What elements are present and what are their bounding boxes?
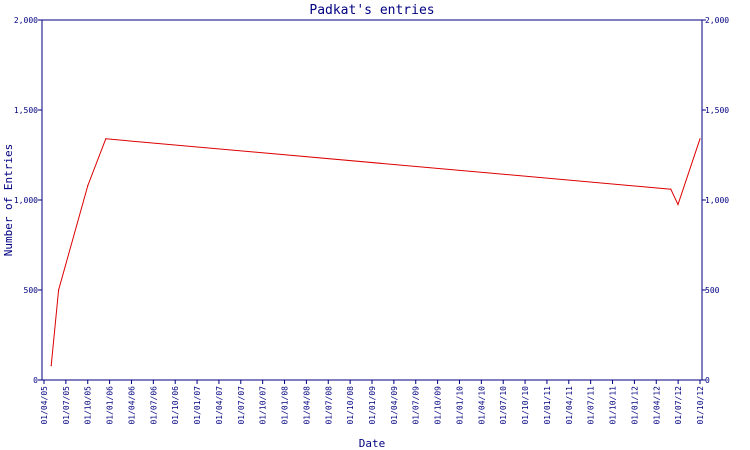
y-tick-label-right: 500: [705, 286, 720, 295]
y-tick-label-right: 1,500: [705, 106, 729, 115]
y-tick-label-right: 2,000: [705, 16, 729, 25]
chart-title: Padkat's entries: [309, 3, 434, 18]
y-tick-label-left: 1,500: [14, 106, 38, 115]
x-tick-label: 01/10/05: [84, 386, 93, 425]
x-tick-label: 01/04/07: [215, 386, 224, 425]
x-tick-label: 01/01/12: [630, 386, 639, 425]
data-point: [58, 289, 60, 291]
series-line: [50, 138, 701, 366]
x-tick-label: 01/10/06: [171, 386, 180, 425]
x-tick-label: 01/04/12: [652, 386, 661, 425]
x-tick-label: 01/04/05: [40, 386, 49, 425]
x-axis-label: Date: [359, 437, 386, 450]
plot-frame: [41, 19, 703, 381]
y-tick-label-left: 1,000: [14, 196, 38, 205]
x-tick-label: 01/10/08: [346, 386, 355, 425]
x-tick-label: 01/07/09: [412, 386, 421, 425]
x-tick-label: 01/10/07: [259, 386, 268, 425]
x-tick-label: 01/07/07: [237, 386, 246, 425]
data-point: [670, 188, 672, 190]
x-tick-label: 01/07/08: [324, 386, 333, 425]
x-tick-label: 01/10/11: [609, 386, 618, 425]
x-tick-label: 01/07/12: [674, 386, 683, 425]
y-tick-label-right: 0: [705, 376, 710, 385]
x-tick-label: 01/01/06: [106, 386, 115, 425]
x-tick-label: 01/04/08: [302, 386, 311, 425]
x-tick-label: 01/01/07: [193, 386, 202, 425]
x-tick-label: 01/07/06: [149, 386, 158, 425]
x-tick-label: 01/01/09: [368, 386, 377, 425]
data-point: [699, 138, 701, 140]
data-point: [87, 185, 89, 187]
x-tick-label: 01/04/06: [127, 386, 136, 425]
y-tick-label-left: 2,000: [14, 16, 38, 25]
y-tick-label-left: 500: [24, 286, 39, 295]
x-tick-label: 01/10/12: [696, 386, 705, 425]
x-tick-label: 01/01/08: [281, 386, 290, 425]
data-point: [50, 365, 52, 367]
data-point: [677, 203, 679, 206]
data-point: [105, 138, 107, 140]
y-tick-label-left: 0: [33, 376, 38, 385]
x-tick-label: 01/07/11: [587, 386, 596, 425]
x-tick-label: 01/07/10: [499, 386, 508, 425]
x-tick-label: 01/10/09: [434, 386, 443, 425]
x-tick-label: 01/04/09: [390, 386, 399, 425]
x-tick-label: 01/07/05: [62, 386, 71, 425]
x-tick-label: 01/04/11: [565, 386, 574, 425]
x-tick-label: 01/04/10: [477, 386, 486, 425]
x-tick-label: 01/01/11: [543, 386, 552, 425]
y-tick-label-right: 1,000: [705, 196, 729, 205]
x-tick-label: 01/10/10: [521, 386, 530, 425]
x-tick-label: 01/01/10: [455, 386, 464, 425]
y-axis-label: Number of Entries: [2, 144, 15, 257]
